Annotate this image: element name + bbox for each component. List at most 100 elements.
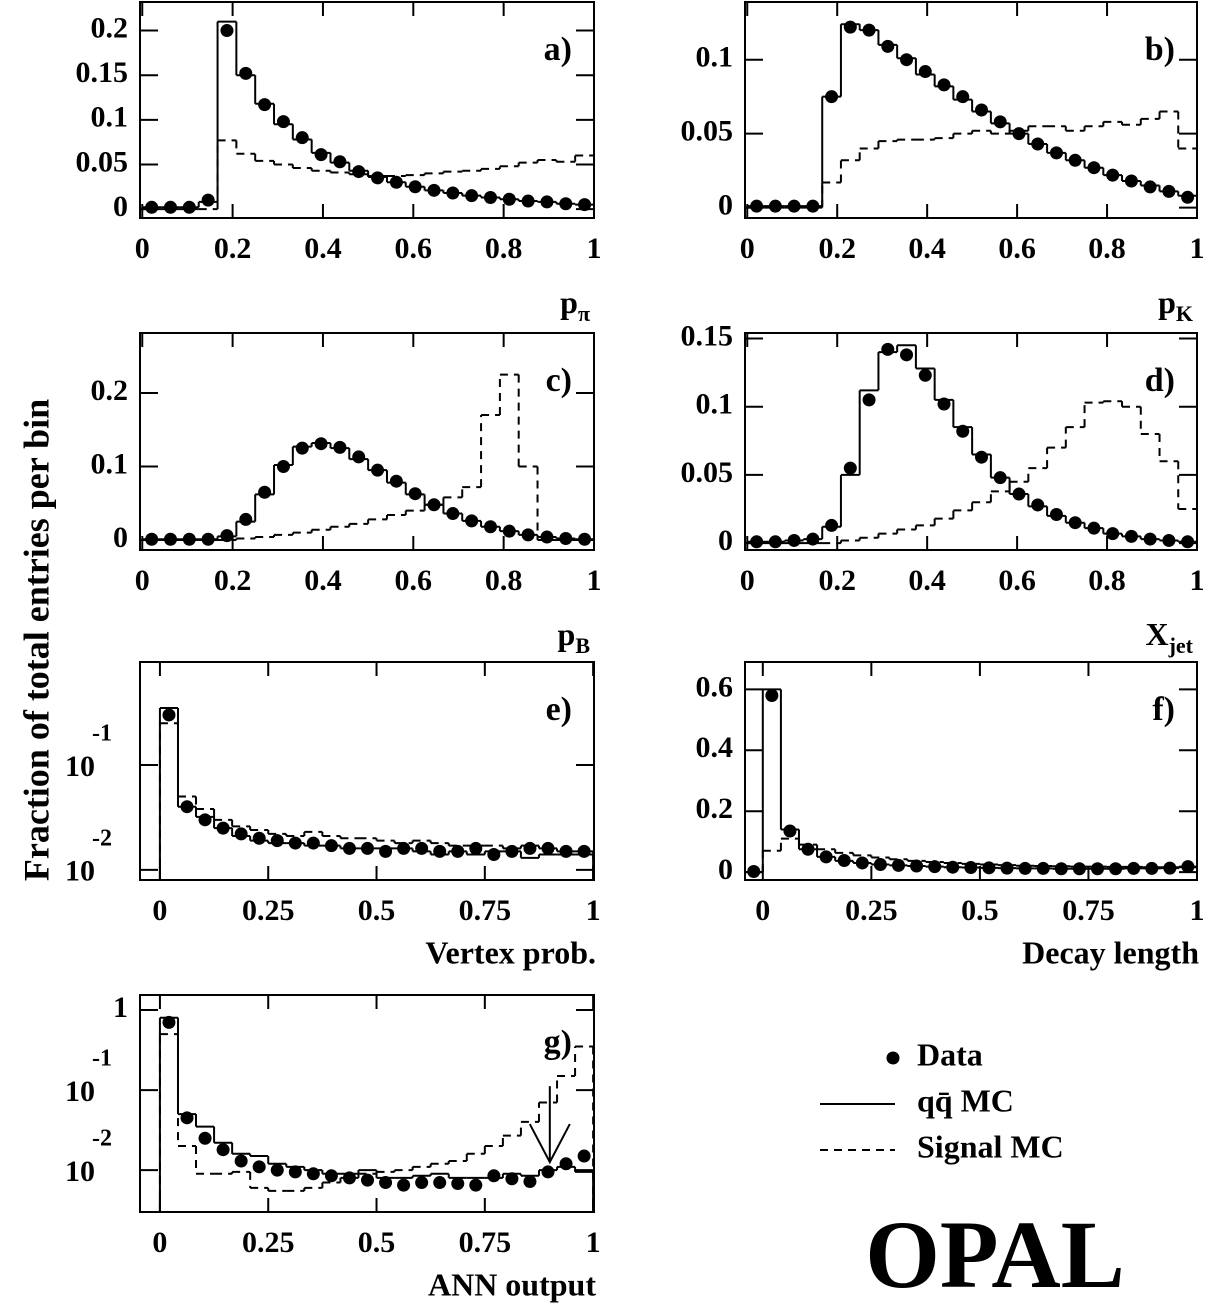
x-axis-label: Decay length (1022, 934, 1199, 970)
data-point (768, 199, 782, 213)
x-tick-label: 0.6 (998, 564, 1036, 597)
y-axis-label: Fraction of total entries per bin (16, 399, 56, 881)
panel-label: c) (546, 362, 572, 399)
frame (744, 1, 1198, 219)
data-point (837, 854, 851, 868)
panel-label: b) (1145, 31, 1175, 68)
x-tick-label: 0 (135, 564, 150, 597)
data-point (750, 535, 764, 549)
data-point (389, 474, 403, 488)
data-point (415, 1176, 429, 1190)
data-point (483, 520, 497, 534)
data-point (1127, 861, 1141, 875)
data-point (1049, 146, 1063, 160)
data-point (162, 708, 176, 722)
data-point (801, 842, 815, 856)
data-point (521, 194, 535, 208)
y-tick-label: 0.1 (696, 388, 734, 421)
data-point (1143, 180, 1157, 194)
data-point (1145, 861, 1159, 875)
data-point (397, 841, 411, 855)
data-point (559, 1157, 573, 1171)
data-point (427, 183, 441, 197)
x-tick-label: 0.2 (818, 232, 856, 265)
data-point (1106, 527, 1120, 541)
data-point (765, 688, 779, 702)
x-tick-label: 1 (587, 564, 602, 597)
data-point (389, 175, 403, 189)
data-point (993, 115, 1007, 129)
data-point (505, 844, 519, 858)
frame (744, 661, 1198, 881)
y-tick-label: 0.2 (696, 792, 734, 825)
y-tick-label: 0.4 (696, 731, 734, 764)
data-point (819, 850, 833, 864)
data-point (1036, 861, 1050, 875)
legend-marker (886, 1051, 900, 1065)
x-axis-label-sub: π (578, 301, 590, 326)
panel-label: e) (546, 691, 572, 728)
data-point (306, 1167, 320, 1181)
x-tick-label: 0.5 (358, 894, 396, 927)
data-point (180, 1111, 194, 1125)
data-point (806, 199, 820, 213)
data-point (900, 348, 914, 362)
data-point (163, 532, 177, 546)
y-tick-label: 0.2 (91, 11, 129, 44)
data-point (881, 39, 895, 53)
data-point (1162, 533, 1176, 547)
x-tick-label: 0.8 (1088, 564, 1126, 597)
plot-area (141, 20, 594, 214)
data-point (415, 841, 429, 855)
data-point (465, 514, 479, 528)
data-point (1031, 498, 1045, 512)
data-point (523, 1175, 537, 1189)
data-point (862, 23, 876, 37)
y-tick-label: 0.15 (681, 319, 734, 352)
data-point (1087, 521, 1101, 535)
legend-label: Signal MC (917, 1128, 1064, 1164)
data-point (433, 844, 447, 858)
x-axis-label: pπ (560, 284, 590, 326)
plot-area (746, 20, 1197, 213)
data-point (371, 171, 385, 185)
data-point (1031, 137, 1045, 151)
data-point (324, 839, 338, 853)
x-axis-label-sub: K (1176, 301, 1193, 326)
data-point (956, 90, 970, 104)
data-point (1018, 861, 1032, 875)
data-point (843, 20, 857, 34)
data-point (163, 200, 177, 214)
data-point (427, 498, 441, 512)
data-point (469, 841, 483, 855)
frame (744, 332, 1198, 551)
data-point (918, 65, 932, 79)
x-tick-label: 0 (755, 894, 770, 927)
x-tick-label: 0.2 (214, 564, 252, 597)
x-tick-label: 0.25 (242, 894, 295, 927)
logo: OPAL (865, 1201, 1125, 1308)
y-tick-label: 0.1 (91, 447, 129, 480)
data-point (314, 437, 328, 451)
data-point (1124, 529, 1138, 543)
data-point (446, 186, 460, 200)
x-tick-label: 1 (586, 1226, 601, 1259)
data-point (928, 860, 942, 874)
y-tick-label: 0 (113, 521, 128, 554)
x-tick-label: 0 (152, 1226, 167, 1259)
cut-arrow-head (528, 1123, 571, 1165)
data-point (1143, 532, 1157, 546)
data-point (306, 836, 320, 850)
data-point (252, 831, 266, 845)
data-point (333, 440, 347, 454)
y-tick-exponent: -1 (92, 1046, 112, 1072)
data-point (258, 98, 272, 112)
data-point (288, 1165, 302, 1179)
data-point (1087, 161, 1101, 175)
data-point (451, 1177, 465, 1191)
data-point (502, 524, 516, 538)
x-tick-label: 0.8 (1088, 232, 1126, 265)
x-tick-label: 0.5 (358, 1226, 396, 1259)
data-point (258, 485, 272, 499)
x-axis-label: Xjet (1145, 616, 1193, 658)
